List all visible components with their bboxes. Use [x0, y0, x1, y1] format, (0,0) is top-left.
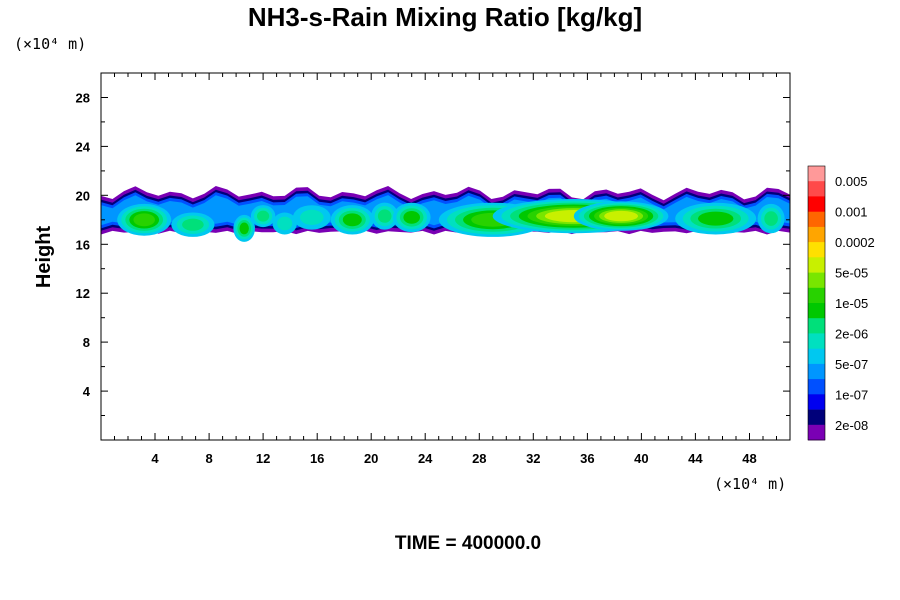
field-cell-1 — [133, 213, 155, 227]
chart-title: NH3-s-Rain Mixing Ratio [kg/kg] — [248, 2, 642, 32]
time-label: TIME = 400000.0 — [395, 533, 541, 554]
field-cell-14 — [764, 211, 778, 226]
colorbar-label: 5e-05 — [835, 266, 868, 281]
y-tick-label: 24 — [76, 139, 91, 154]
colorbar-label: 1e-07 — [835, 387, 868, 402]
field-cell-8 — [377, 209, 392, 223]
colorbar-label: 1e-05 — [835, 296, 868, 311]
field-cell-5 — [277, 216, 293, 231]
field-cell-6 — [300, 209, 324, 225]
x-unit-label: (×10⁴ m) — [714, 475, 786, 493]
colorbar-label: 2e-08 — [835, 418, 868, 433]
colorbar-label: 0.005 — [835, 174, 868, 189]
x-tick-label: 8 — [205, 451, 212, 466]
field-cell-13 — [698, 211, 734, 226]
x-tick-label: 20 — [364, 451, 378, 466]
colorbar-swatch — [808, 226, 825, 243]
field-cell-2 — [182, 218, 204, 231]
colorbar-swatch — [808, 196, 825, 212]
colorbar-label: 5e-07 — [835, 357, 868, 372]
x-tick-label: 32 — [526, 451, 540, 466]
heatmap-field — [101, 186, 790, 242]
y-tick-label: 16 — [76, 237, 90, 252]
x-tick-label: 40 — [634, 451, 648, 466]
colorbar-swatch — [808, 409, 825, 426]
x-tick-label: 16 — [310, 451, 324, 466]
plot-frame — [100, 72, 791, 441]
y-unit-label: (×10⁴ m) — [14, 35, 86, 53]
y-tick-label: 4 — [83, 384, 91, 399]
x-tick-label: 48 — [742, 451, 756, 466]
colorbar-swatch — [808, 333, 825, 349]
y-tick-label: 20 — [76, 188, 90, 203]
colorbar-swatch — [808, 287, 825, 304]
field-cell-12 — [604, 210, 638, 222]
colorbar-swatch — [808, 257, 825, 273]
colorbar-swatch — [808, 348, 825, 365]
colorbar-swatch — [808, 424, 825, 441]
colorbar-swatch — [808, 242, 825, 258]
colorbar-swatch — [808, 181, 825, 197]
field-cell-7 — [342, 213, 362, 227]
x-tick-label: 24 — [418, 451, 433, 466]
y-tick-label: 12 — [76, 286, 90, 301]
colorbar: 0.005 0.001 0.0002 5e-05 1e-05 2e-06 5e-07 1e-0… — [807, 165, 875, 441]
y-tick-label: 28 — [76, 91, 90, 106]
colorbar-label: 0.001 — [835, 205, 868, 220]
field-cell-9 — [403, 211, 421, 224]
colorbar-swatch — [808, 394, 825, 410]
y-tick-label: 8 — [83, 335, 90, 350]
field-cell-4 — [257, 210, 270, 222]
x-tick-label: 12 — [256, 451, 270, 466]
colorbar-swatch — [808, 166, 825, 182]
colorbar-label: 2e-06 — [835, 326, 868, 341]
x-tick-label: 28 — [472, 451, 486, 466]
x-tick-label: 4 — [151, 451, 159, 466]
colorbar-swatch — [808, 363, 825, 380]
colorbar-label: 0.0002 — [835, 235, 875, 250]
colorbar-frame — [807, 165, 826, 441]
colorbar-swatch — [808, 379, 825, 395]
x-tick-label: 36 — [580, 451, 594, 466]
y-axis-title: Height — [33, 226, 55, 289]
colorbar-swatch — [808, 318, 825, 334]
colorbar-swatch — [808, 303, 825, 319]
colorbar-swatch — [808, 211, 825, 228]
field-cell-3 — [239, 222, 249, 235]
x-tick-label: 44 — [688, 451, 703, 466]
colorbar-swatch — [808, 272, 825, 289]
